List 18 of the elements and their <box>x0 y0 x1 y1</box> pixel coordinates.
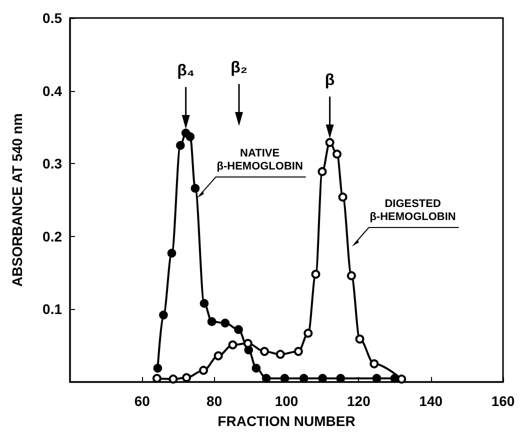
annotation: β <box>324 72 335 89</box>
y-tick-label: 0.4 <box>42 82 62 99</box>
x-tick-label: 120 <box>346 393 371 409</box>
y-tick-label: 0.5 <box>42 10 62 26</box>
text: NATIVE β-HEMOGLOBIN <box>216 148 303 173</box>
y-tick-label: 0.1 <box>42 301 62 318</box>
annotation: β₄ <box>177 62 195 80</box>
annotation: β₂ <box>230 60 248 76</box>
x-tick-label: 80 <box>206 393 222 409</box>
x-tick-label: 60 <box>134 393 150 409</box>
y-axis-title: ABSORBANCE AT 540 nm <box>9 113 25 287</box>
x-axis-title: FRACTION NUMBER <box>218 413 356 429</box>
text: DIGESTED β-HEMOGLOBIN <box>370 198 456 223</box>
x-tick-label: 140 <box>419 393 443 409</box>
y-tick-label: 0.2 <box>42 228 62 244</box>
y-tick-label: 0.3 <box>42 156 62 172</box>
x-tick-label: 160 <box>491 393 515 409</box>
x-tick-label: 100 <box>274 393 298 409</box>
